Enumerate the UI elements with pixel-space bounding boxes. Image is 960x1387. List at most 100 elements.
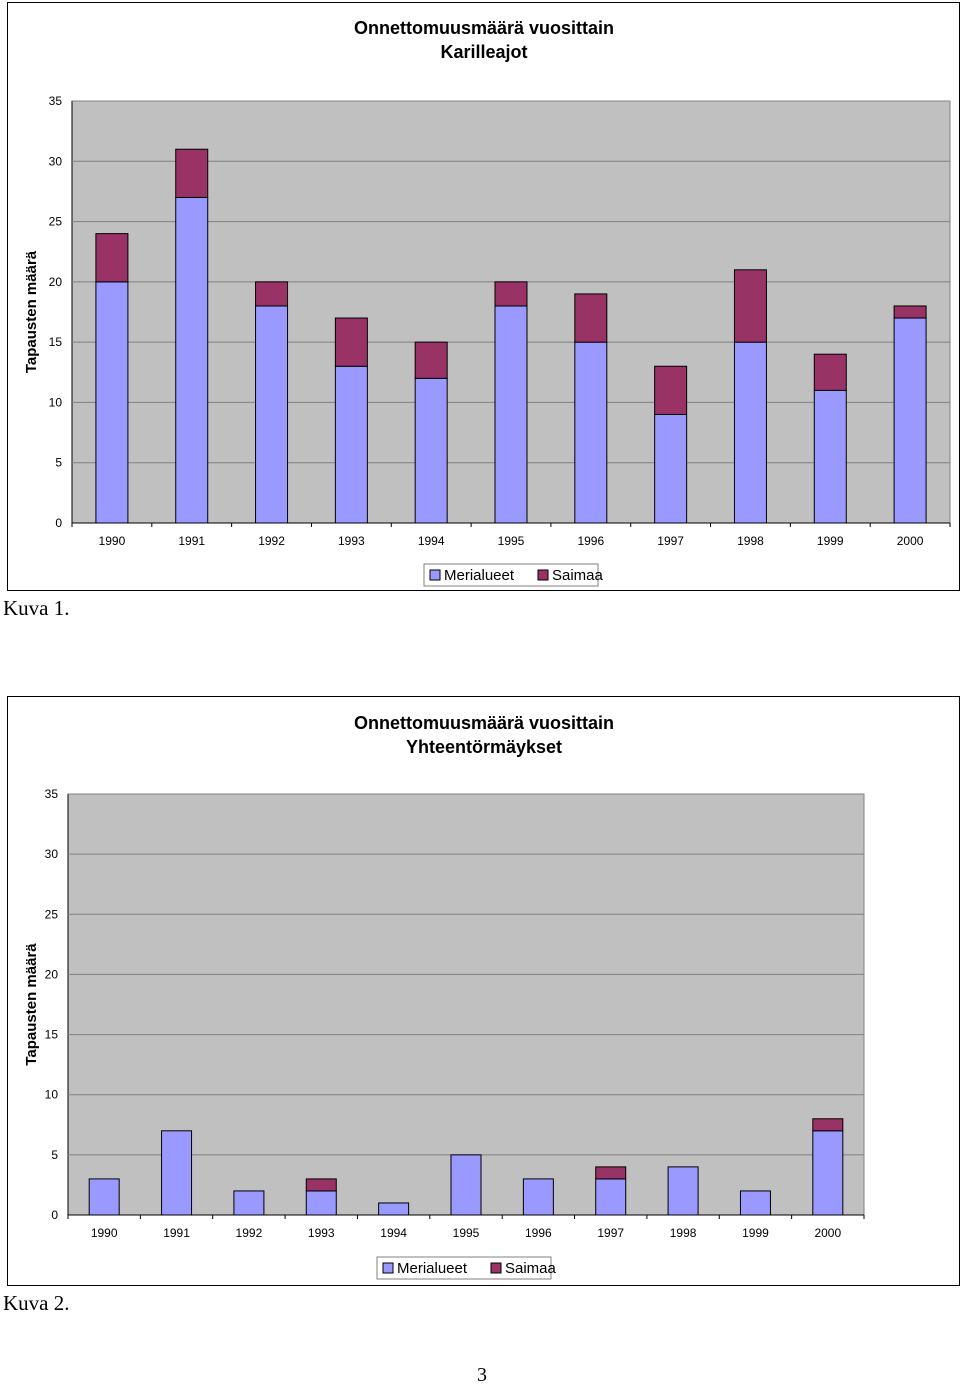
- chart1-subtitle: Karilleajot: [440, 42, 527, 62]
- chart1-bar-merialueet-1992: [255, 305, 289, 524]
- chart1-bar-saimaa-1992: [255, 281, 289, 307]
- chart2-legend-label-saimaa: Saimaa: [505, 1260, 557, 1277]
- chart2-x-tick-label: 1996: [525, 1226, 552, 1240]
- chart2-bar-saimaa-2000: [812, 1118, 844, 1132]
- chart1-y-tick-label: 5: [55, 456, 62, 470]
- chart2-legend: Merialueet Saimaa: [376, 1256, 557, 1280]
- chart1-bar-merialueet-1994: [414, 377, 448, 524]
- chart1-bar-saimaa-2000: [893, 305, 927, 319]
- chart2-x-tick-label: 1997: [597, 1226, 624, 1240]
- chart1-y-tick-label: 15: [49, 335, 63, 349]
- chart1-x-tick-label: 1990: [99, 534, 126, 548]
- chart2-bar-merialueet-1993: [305, 1190, 337, 1216]
- chart1-legend-label-saimaa: Saimaa: [552, 567, 604, 584]
- chart1-x-tick-label: 2000: [897, 534, 924, 548]
- chart2-bar-merialueet-2000: [812, 1130, 844, 1216]
- figure-caption-1: Kuva 1.: [3, 596, 70, 620]
- chart1-x-tick-label: 1993: [338, 534, 365, 548]
- chart1-bar-merialueet-2000: [893, 317, 927, 524]
- chart2-bar-merialueet-1995: [450, 1154, 482, 1216]
- chart-karilleajot-svg: Onnettomuusmäärä vuosittain Karilleajot 0 5…: [23, 18, 951, 587]
- chart1-bar-saimaa-1991: [175, 148, 209, 198]
- chart2-legend-swatch-saimaa: [490, 1262, 502, 1274]
- chart1-bar-saimaa-1990: [95, 233, 129, 283]
- chart2-y-tick-label: 20: [45, 967, 59, 981]
- chart1-x-tick-label: 1994: [418, 534, 445, 548]
- chart2-bar-merialueet-1990: [88, 1178, 120, 1216]
- chart2-x-tick-label: 1992: [236, 1226, 263, 1240]
- chart1-legend-swatch-merialueet: [429, 569, 441, 581]
- chart2-bar-merialueet-1992: [233, 1190, 265, 1216]
- chart2-y-tick-label: 5: [51, 1148, 58, 1162]
- chart1-bar-saimaa-1993: [334, 317, 368, 367]
- chart1-x-tick-label: 1996: [577, 534, 604, 548]
- chart2-x-tick-label: 1990: [91, 1226, 118, 1240]
- chart1-y-tick-label: 0: [55, 516, 62, 530]
- chart1-bar-merialueet-1999: [813, 389, 847, 524]
- chart2-y-tick-label: 15: [45, 1028, 59, 1042]
- chart2-y-tick-label: 35: [45, 787, 59, 801]
- chart1-bar-merialueet-1996: [574, 341, 608, 524]
- chart2-bar-merialueet-1999: [739, 1190, 771, 1216]
- chart2-x-tick-label: 1993: [308, 1226, 335, 1240]
- chart2-title: Onnettomuusmäärä vuosittain: [354, 713, 614, 733]
- chart1-bar-merialueet-1997: [654, 413, 688, 524]
- chart1-legend: Merialueet Saimaa: [423, 563, 604, 587]
- chart2-bar-saimaa-1993: [305, 1178, 337, 1192]
- chart1-y-tick-label: 30: [49, 154, 63, 168]
- chart1-legend-box: [423, 563, 599, 587]
- chart2-subtitle: Yhteentörmäykset: [406, 737, 562, 757]
- chart2-bar-merialueet-1991: [161, 1130, 193, 1216]
- chart1-x-tick-label: 1999: [817, 534, 844, 548]
- chart1-x-tick-label: 1998: [737, 534, 764, 548]
- chart2-y-tick-label: 10: [45, 1088, 59, 1102]
- chart2-y-tick-label: 0: [51, 1208, 58, 1222]
- chart1-x-tick-label: 1995: [498, 534, 525, 548]
- chart1-x-tick-label: 1992: [258, 534, 285, 548]
- chart2-x-tick-label: 2000: [814, 1226, 841, 1240]
- chart1-y-tick-label: 35: [49, 94, 63, 108]
- chart1-y-tick-label: 25: [49, 215, 63, 229]
- chart2-bar-merialueet-1997: [595, 1178, 627, 1216]
- chart1-bar-saimaa-1995: [494, 281, 528, 307]
- chart-yhteentormaykset-svg: Onnettomuusmäärä vuosittain Yhteentörmäyk…: [23, 713, 865, 1280]
- chart2-bar-saimaa-1997: [595, 1166, 627, 1180]
- chart2-legend-swatch-merialueet: [382, 1262, 394, 1274]
- chart1-bar-saimaa-1998: [733, 269, 767, 343]
- chart2-legend-label-merialueet: Merialueet: [397, 1260, 468, 1277]
- chart2-x-tick-label: 1994: [380, 1226, 407, 1240]
- chart2-x-tick-label: 1998: [670, 1226, 697, 1240]
- chart1-bar-saimaa-1997: [654, 365, 688, 415]
- chart2-bar-merialueet-1998: [667, 1166, 699, 1216]
- chart1-bar-merialueet-1995: [494, 305, 528, 524]
- chart1-y-axis-label: Tapausten määrä: [23, 250, 40, 373]
- chart1-y-tick-label: 20: [49, 275, 63, 289]
- chart2-y-tick-label: 25: [45, 907, 59, 921]
- chart2-bar-merialueet-1996: [522, 1178, 554, 1216]
- chart2-bar-merialueet-1994: [378, 1202, 410, 1216]
- chart1-bar-merialueet-1991: [175, 196, 209, 524]
- chart1-bar-merialueet-1993: [334, 365, 368, 524]
- chart2-x-tick-label: 1995: [453, 1226, 480, 1240]
- chart2-x-tick-label: 1991: [163, 1226, 190, 1240]
- chart1-y-tick-label: 10: [49, 395, 63, 409]
- chart1-legend-swatch-saimaa: [537, 569, 549, 581]
- chart-yhteentormaykset: Onnettomuusmäärä vuosittain Yhteentörmäyk…: [7, 696, 960, 1286]
- chart1-legend-label-merialueet: Merialueet: [444, 567, 515, 584]
- page-number: 3: [477, 1364, 487, 1386]
- chart1-bar-saimaa-1996: [574, 293, 608, 343]
- chart1-title: Onnettomuusmäärä vuosittain: [354, 18, 614, 38]
- chart1-bar-merialueet-1990: [95, 281, 129, 524]
- chart1-x-tick-label: 1997: [657, 534, 684, 548]
- chart1-x-tick-label: 1991: [178, 534, 205, 548]
- chart2-y-axis-label: Tapausten määrä: [23, 943, 40, 1066]
- chart2-x-tick-label: 1999: [742, 1226, 769, 1240]
- chart2-y-tick-label: 30: [45, 847, 59, 861]
- chart2-plot-area: [67, 793, 865, 1216]
- chart1-bar-merialueet-1998: [733, 341, 767, 524]
- chart2-legend-box: [376, 1256, 552, 1280]
- chart-karilleajot: Onnettomuusmäärä vuosittain Karilleajot 0 5…: [7, 2, 960, 591]
- figure-caption-2: Kuva 2.: [3, 1291, 70, 1315]
- chart1-bar-saimaa-1994: [414, 341, 448, 379]
- chart1-bar-saimaa-1999: [813, 353, 847, 391]
